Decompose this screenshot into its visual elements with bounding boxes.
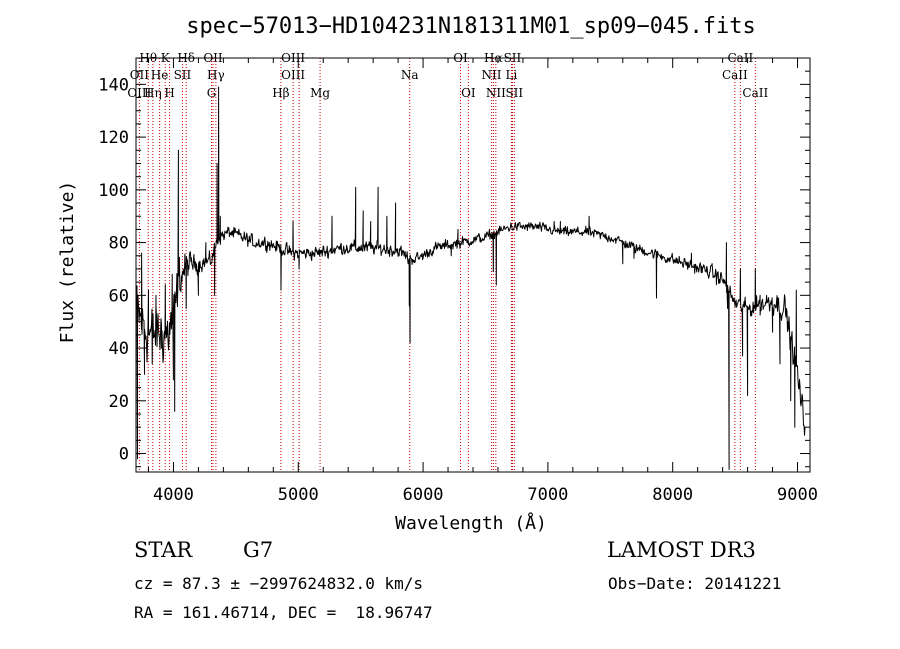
y-tick-label: 40 xyxy=(109,339,129,359)
line-marker-label: NII xyxy=(481,68,501,82)
line-marker-label: OIII xyxy=(281,68,305,82)
line-marker-label: SII xyxy=(174,68,192,82)
x-axis-label: Wavelength (Å) xyxy=(395,512,547,534)
spectrum-line xyxy=(136,86,806,470)
line-marker-label: Hη xyxy=(144,86,162,100)
line-marker-label: SII xyxy=(505,86,523,100)
y-tick-label: 140 xyxy=(98,75,129,95)
observation-date: Obs−Date: 20141221 xyxy=(608,574,782,593)
line-marker-label: OIII xyxy=(127,86,151,100)
x-tick-label: 6000 xyxy=(403,485,444,505)
y-tick-label: 60 xyxy=(109,286,129,306)
x-tick-label: 5000 xyxy=(278,485,319,505)
line-marker-label: CaII xyxy=(722,68,748,82)
plot-frame xyxy=(135,57,811,473)
line-marker-label: H xyxy=(164,86,174,100)
line-marker-label: NII xyxy=(486,86,506,100)
line-marker-label: Hβ xyxy=(272,86,289,100)
line-marker-label: Li xyxy=(506,68,518,82)
chart-title: spec−57013−HD104231N181311M01_sp09−045.f… xyxy=(186,14,756,39)
line-marker-label: He xyxy=(151,68,169,82)
y-tick-label: 80 xyxy=(109,234,129,254)
y-axis-label: Flux (relative) xyxy=(57,181,78,344)
line-marker-label: Mg xyxy=(310,86,330,100)
line-marker-label: Na xyxy=(401,68,419,82)
x-tick-label: 9000 xyxy=(777,485,818,505)
y-tick-label: 0 xyxy=(119,445,129,465)
line-marker-label: CaII xyxy=(742,86,768,100)
line-marker-label: OII xyxy=(130,68,150,82)
x-tick-label: 7000 xyxy=(527,485,568,505)
line-marker-label: G xyxy=(207,86,217,100)
y-tick-label: 100 xyxy=(98,181,129,201)
object-class: STAR xyxy=(134,538,193,562)
coordinates-readout: RA = 161.46714, DEC = 18.96747 xyxy=(134,603,433,622)
y-tick-label: 20 xyxy=(109,392,129,412)
axes: 4000 5000 6000 7000 8000 9000 0 20 40 60 80 100 120 1… xyxy=(98,58,818,505)
survey-name: LAMOST DR3 xyxy=(607,538,756,562)
line-marker-label: OI xyxy=(461,86,476,100)
x-tick-label: 8000 xyxy=(652,485,693,505)
x-tick-label: 4000 xyxy=(153,485,194,505)
y-tick-label: 120 xyxy=(98,128,129,148)
object-subclass: G7 xyxy=(243,538,274,562)
redshift-readout: cz = 87.3 ± −2997624832.0 km/s xyxy=(134,574,423,593)
line-marker-label: Hγ xyxy=(207,68,225,82)
